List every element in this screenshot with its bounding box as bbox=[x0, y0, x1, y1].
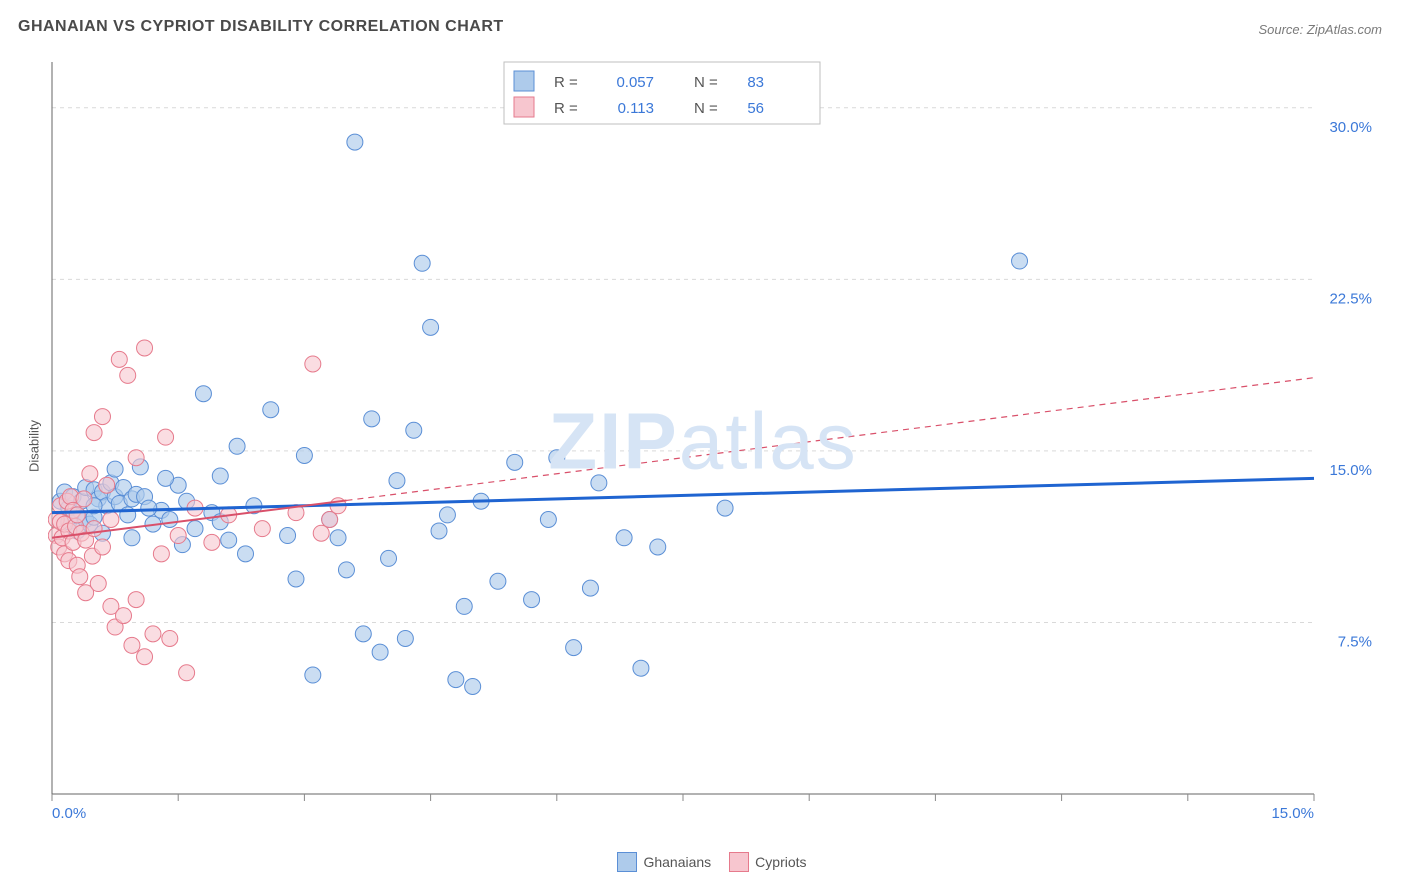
svg-text:0.113: 0.113 bbox=[618, 100, 654, 117]
legend-bottom: Ghanaians Cypriots bbox=[0, 852, 1406, 872]
scatter-chart: 7.5% 15.0% 22.5% 30.0% 0.0% 15.0% R = 0.057 N = 8… bbox=[48, 54, 1378, 824]
chart-title: GHANAIAN VS CYPRIOT DISABILITY CORRELATI… bbox=[18, 18, 504, 36]
svg-text:56: 56 bbox=[747, 100, 764, 117]
svg-text:R =: R = bbox=[554, 74, 578, 91]
svg-text:N =: N = bbox=[694, 100, 718, 117]
svg-text:0.057: 0.057 bbox=[616, 74, 654, 91]
legend-label: Ghanaians bbox=[643, 854, 711, 870]
svg-text:22.5%: 22.5% bbox=[1329, 290, 1372, 307]
y-axis-label: Disability bbox=[27, 420, 42, 472]
legend-label: Cypriots bbox=[755, 854, 806, 870]
svg-text:0.0%: 0.0% bbox=[52, 805, 86, 822]
legend-swatch bbox=[729, 852, 749, 872]
svg-text:7.5%: 7.5% bbox=[1338, 633, 1372, 650]
svg-text:R =: R = bbox=[554, 100, 578, 117]
svg-text:30.0%: 30.0% bbox=[1329, 119, 1372, 136]
svg-text:83: 83 bbox=[747, 74, 764, 91]
svg-text:N =: N = bbox=[694, 74, 718, 91]
plot-area: 7.5% 15.0% 22.5% 30.0% 0.0% 15.0% R = 0.057 N = 8… bbox=[48, 54, 1378, 824]
source-label: Source: ZipAtlas.com bbox=[1258, 22, 1382, 37]
svg-text:15.0%: 15.0% bbox=[1271, 805, 1314, 822]
legend-swatch bbox=[617, 852, 637, 872]
svg-text:15.0%: 15.0% bbox=[1329, 462, 1372, 479]
